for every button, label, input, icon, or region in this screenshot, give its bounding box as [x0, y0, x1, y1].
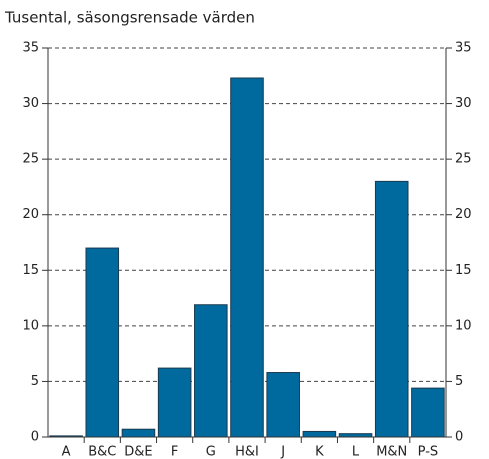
bar	[85, 247, 120, 438]
y-tick-label: 15	[22, 263, 39, 278]
x-tick-label: F	[171, 445, 178, 459]
chart-title: Tusental, säsongsrensade värden	[4, 9, 255, 27]
y-tick-label: 35	[22, 41, 39, 56]
y2-tick-label: 15	[455, 263, 472, 278]
y-tick-label: 5	[31, 374, 39, 389]
bar	[374, 180, 409, 438]
x-tick-label: B&C	[88, 445, 116, 459]
x-tick-label: K	[315, 445, 324, 459]
x-tick-label: P-S	[418, 445, 439, 459]
x-tick-label: D&E	[124, 445, 152, 459]
bar	[302, 430, 337, 438]
y2-tick-label: 5	[455, 374, 463, 389]
x-tick-label: A	[62, 445, 71, 459]
bar	[194, 304, 228, 438]
y2-tick-label: 20	[455, 207, 472, 222]
bar	[338, 433, 373, 438]
y-tick-label: 20	[22, 207, 39, 222]
x-tick-label: H&I	[235, 445, 259, 459]
y2-tick-label: 10	[455, 318, 472, 333]
bar	[157, 367, 192, 438]
y2-tick-label: 25	[455, 152, 472, 167]
bar	[411, 387, 445, 438]
x-tick-label: M&N	[376, 445, 407, 459]
x-tick-label: J	[280, 445, 285, 459]
y2-tick-label: 30	[455, 96, 472, 111]
y-tick-label: 30	[22, 96, 39, 111]
y-tick-label: 10	[22, 318, 39, 333]
y2-tick-label: 35	[455, 41, 472, 56]
y-tick-label: 25	[22, 152, 39, 167]
y-tick-label: 0	[31, 430, 39, 445]
bar	[266, 372, 300, 438]
bar	[230, 77, 264, 438]
x-tick-label: L	[352, 445, 360, 459]
bar	[121, 428, 156, 438]
x-tick-label: G	[206, 445, 216, 459]
y2-tick-label: 0	[455, 430, 463, 445]
